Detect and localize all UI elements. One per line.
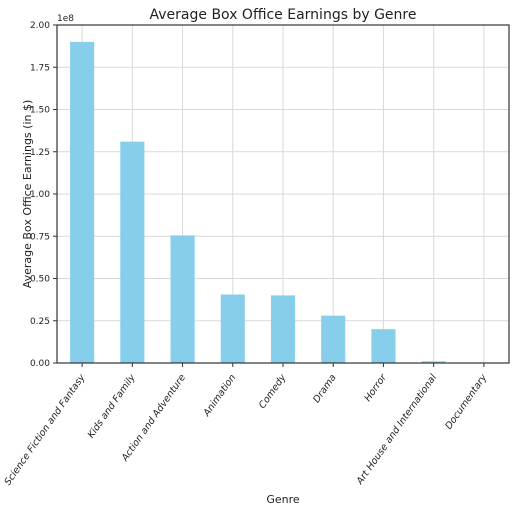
bar xyxy=(421,361,446,363)
x-tick-label: Documentary xyxy=(443,372,489,432)
bar xyxy=(170,235,195,363)
y-tick-label: 0.75 xyxy=(30,232,50,242)
x-axis-label: Genre xyxy=(266,493,300,506)
x-tick-label: Kids and Family xyxy=(86,372,138,440)
y-tick-label: 0.00 xyxy=(30,359,50,369)
y-axis-ticks: 0.00 0.25 0.50 0.75 1.00 1.25 1.50 1.75 2.00 xyxy=(30,21,57,369)
y-tick-label: 1.50 xyxy=(30,106,50,116)
x-tick-label: Animation xyxy=(201,372,238,419)
x-tick-label: Drama xyxy=(311,372,339,405)
y-axis-label: Average Box Office Earnings (in $) xyxy=(21,100,34,289)
bar xyxy=(120,141,145,363)
y-axis-offset-label: 1e8 xyxy=(57,14,74,24)
y-tick-label: 1.00 xyxy=(30,190,50,200)
x-tick-label: Horror xyxy=(362,372,389,404)
y-tick-label: 1.25 xyxy=(30,148,50,158)
bars-layer xyxy=(70,41,496,364)
y-tick-label: 2.00 xyxy=(30,21,50,31)
x-tick-label: Science Fiction and Fantasy xyxy=(2,372,87,487)
bar xyxy=(321,315,346,363)
y-tick-label: 0.25 xyxy=(30,317,50,327)
bar xyxy=(270,295,296,363)
bar xyxy=(220,294,245,363)
bar xyxy=(371,329,396,363)
y-tick-label: 1.75 xyxy=(30,63,50,73)
chart-title: Average Box Office Earnings by Genre xyxy=(150,7,417,23)
bar xyxy=(70,41,95,364)
y-tick-label: 0.50 xyxy=(30,275,50,285)
x-tick-label: Comedy xyxy=(257,372,289,411)
